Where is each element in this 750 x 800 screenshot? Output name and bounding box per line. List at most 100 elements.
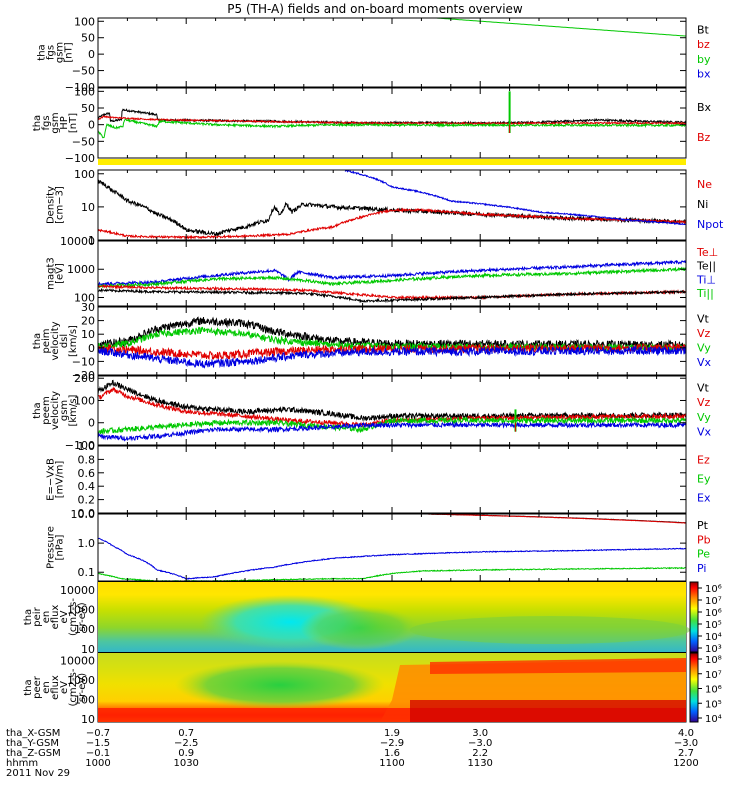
panel-fgs-legend-3: bx	[697, 68, 711, 81]
panel-peem_vel-ytick-label: −100	[65, 439, 95, 452]
panel-peim_vel-ylabel: velocity	[50, 321, 61, 360]
panel-fgs-ytick-label: 100	[74, 15, 95, 28]
panel-density-legend-0: Ne	[697, 178, 712, 191]
panel-pressure-ylabel: Pressure	[46, 526, 57, 569]
panel-temperature-ytick-label: 100	[74, 291, 95, 304]
panel-peem_vel-ylabel: gsm	[59, 400, 70, 421]
panel-peer-ytick-label: 10	[81, 713, 95, 726]
panel-pressure-frame	[97, 513, 687, 582]
panel-peim_vel-ylabel: [km/s]	[68, 325, 79, 357]
panel-pressure-ylabel: [nPa]	[55, 534, 66, 560]
panel-fgs-ylabel: fgs	[46, 45, 57, 60]
peer-hottest-region	[430, 658, 686, 674]
panel-peem_vel-legend-1: Vz	[697, 396, 711, 409]
peim_vel-series-Vt	[98, 316, 686, 351]
xaxis-row-value: 1.9	[384, 728, 400, 739]
xaxis-row-label: hhmm	[6, 758, 38, 769]
xaxis-row-value: −2.5	[174, 738, 198, 749]
panel-peer-ylabel: (cm2-s-	[68, 668, 79, 706]
temperature-series-Ti||	[98, 266, 686, 289]
xaxis-row-label: tha_X-GSM	[6, 728, 60, 739]
peir-mid-flux-region	[300, 606, 420, 650]
panel-peer-ylabel: eV	[59, 681, 70, 694]
panel-peem_vel-legend-3: Vx	[697, 426, 712, 439]
fgs_hp-series-Bt	[98, 108, 686, 126]
panel-efield-ytick-label: 0.6	[78, 467, 96, 480]
panel-pressure-ytick-label: 10.0	[71, 508, 96, 521]
panel-pressure-legend-1: Pb	[697, 533, 711, 546]
panel-peim_vel-ytick-label: 30	[81, 301, 95, 314]
panel-peir-ylabel: (cm2-s-	[68, 598, 79, 636]
panel-peim_vel-legend-1: Vz	[697, 327, 711, 340]
panel-peer-ytick-label: 1000	[67, 674, 95, 687]
panel-density-ytick-label: 1	[88, 234, 95, 247]
panel-peem_vel-ylabel: [km/s]	[68, 394, 79, 426]
panel-peer-ylabel: peer	[32, 675, 43, 699]
xaxis-row-value: 1030	[173, 758, 198, 769]
panel-peim_vel-ytick-label: 20	[81, 315, 95, 328]
panel-fgs-legend-2: by	[697, 53, 711, 66]
panel-peir-ylabel: peir	[32, 606, 43, 626]
pressure-series-Pi	[98, 537, 686, 580]
panel-fgs_hp-ytick-label: −50	[72, 135, 95, 148]
xaxis-row-value: 1000	[85, 758, 110, 769]
panel-efield-ytick-label: 0.8	[78, 453, 96, 466]
density-series-Ne	[98, 207, 686, 240]
panel-peim_vel-legend-2: Vy	[697, 341, 711, 354]
density-series-Npot	[344, 170, 686, 226]
peer-low-energy-band-right	[410, 700, 686, 722]
panel-fgs-frame	[97, 17, 687, 88]
panel-peem_vel-ylabel: tha	[32, 402, 43, 418]
peer-spectrogram	[98, 653, 686, 722]
panel-peer-cbar-label: 10⁷	[705, 670, 722, 681]
panel-peem_vel-legend-0: Vt	[697, 381, 710, 394]
panel-peer-cbar-label: 10⁶	[705, 685, 722, 696]
peem_vel-series-Vt	[98, 379, 686, 423]
xaxis-row-value: 1100	[379, 758, 404, 769]
temperature-series-Te||	[98, 287, 686, 304]
panel-density-ylabel: Density	[46, 186, 57, 224]
peim_vel-series-Vx	[98, 344, 686, 369]
panel-pressure-ytick-label: 1.0	[78, 537, 96, 550]
panel-peer-ytick-label: 10000	[60, 655, 95, 668]
panel-efield: 1.00.80.60.40.20.0 E=−VxB[mV/m] Ez Ey Ex	[46, 440, 711, 520]
pressure-series-Pb	[427, 514, 686, 524]
peir-spectrogram	[98, 582, 690, 652]
panel-temperature-ylabel: [eV]	[55, 263, 66, 284]
panel-peir-ylabel: en	[41, 611, 52, 624]
panel-fgs_hp-ytick-label: 100	[74, 85, 95, 98]
panel-peer-cbar-label: 10⁴	[705, 714, 722, 725]
panel-peir-cbar-label: 10⁷	[705, 596, 722, 607]
panel-density-ylabel: [cm−3]	[55, 186, 66, 224]
panel-peir-cbar-label: 10⁶	[705, 584, 722, 595]
panel-peir-ytick-label: 100	[74, 623, 95, 636]
panel-fgs_hp-ylabel: HP	[59, 116, 70, 130]
panel-peim_vel-ylabel: tha	[32, 333, 43, 349]
panel-fgs_hp-ytick-label: 50	[81, 102, 95, 115]
xaxis-row-value: 2.7	[678, 748, 694, 759]
panel-peem_vel-ylabel: velocity	[50, 391, 61, 430]
panel-density-ytick-label: 10	[81, 201, 95, 214]
panel-temperature-legend-0: Te⊥	[696, 246, 718, 259]
xaxis-date: 2011 Nov 29	[6, 768, 70, 779]
xaxis-row-value: −0.7	[86, 728, 110, 739]
panel-temperature-ytick-label: 10000	[60, 235, 95, 248]
xaxis-row-value: −3.0	[674, 738, 698, 749]
panel-efield-ylabel: [mV/m]	[55, 461, 66, 499]
panel-efield-ytick-label: 0.2	[78, 494, 96, 507]
panel-peer-cbar-label: 10⁸	[705, 655, 722, 666]
panel-peer-ylabel: sr-eV)	[77, 673, 88, 702]
xaxis-row-value: −3.0	[468, 738, 492, 749]
panel-efield-legend-0: Ez	[697, 454, 710, 467]
panel-density: 100 10 1 Density[cm−3] Ne Ni Npot	[46, 168, 724, 247]
panel-peim_vel-legend-0: Vt	[697, 312, 710, 325]
panel-efield-ytick-label: 0.4	[78, 480, 96, 493]
panel-peim_vel-ytick-label: −10	[72, 355, 95, 368]
peir-tail-region	[410, 616, 690, 644]
xaxis-row-value: 2.2	[472, 748, 488, 759]
